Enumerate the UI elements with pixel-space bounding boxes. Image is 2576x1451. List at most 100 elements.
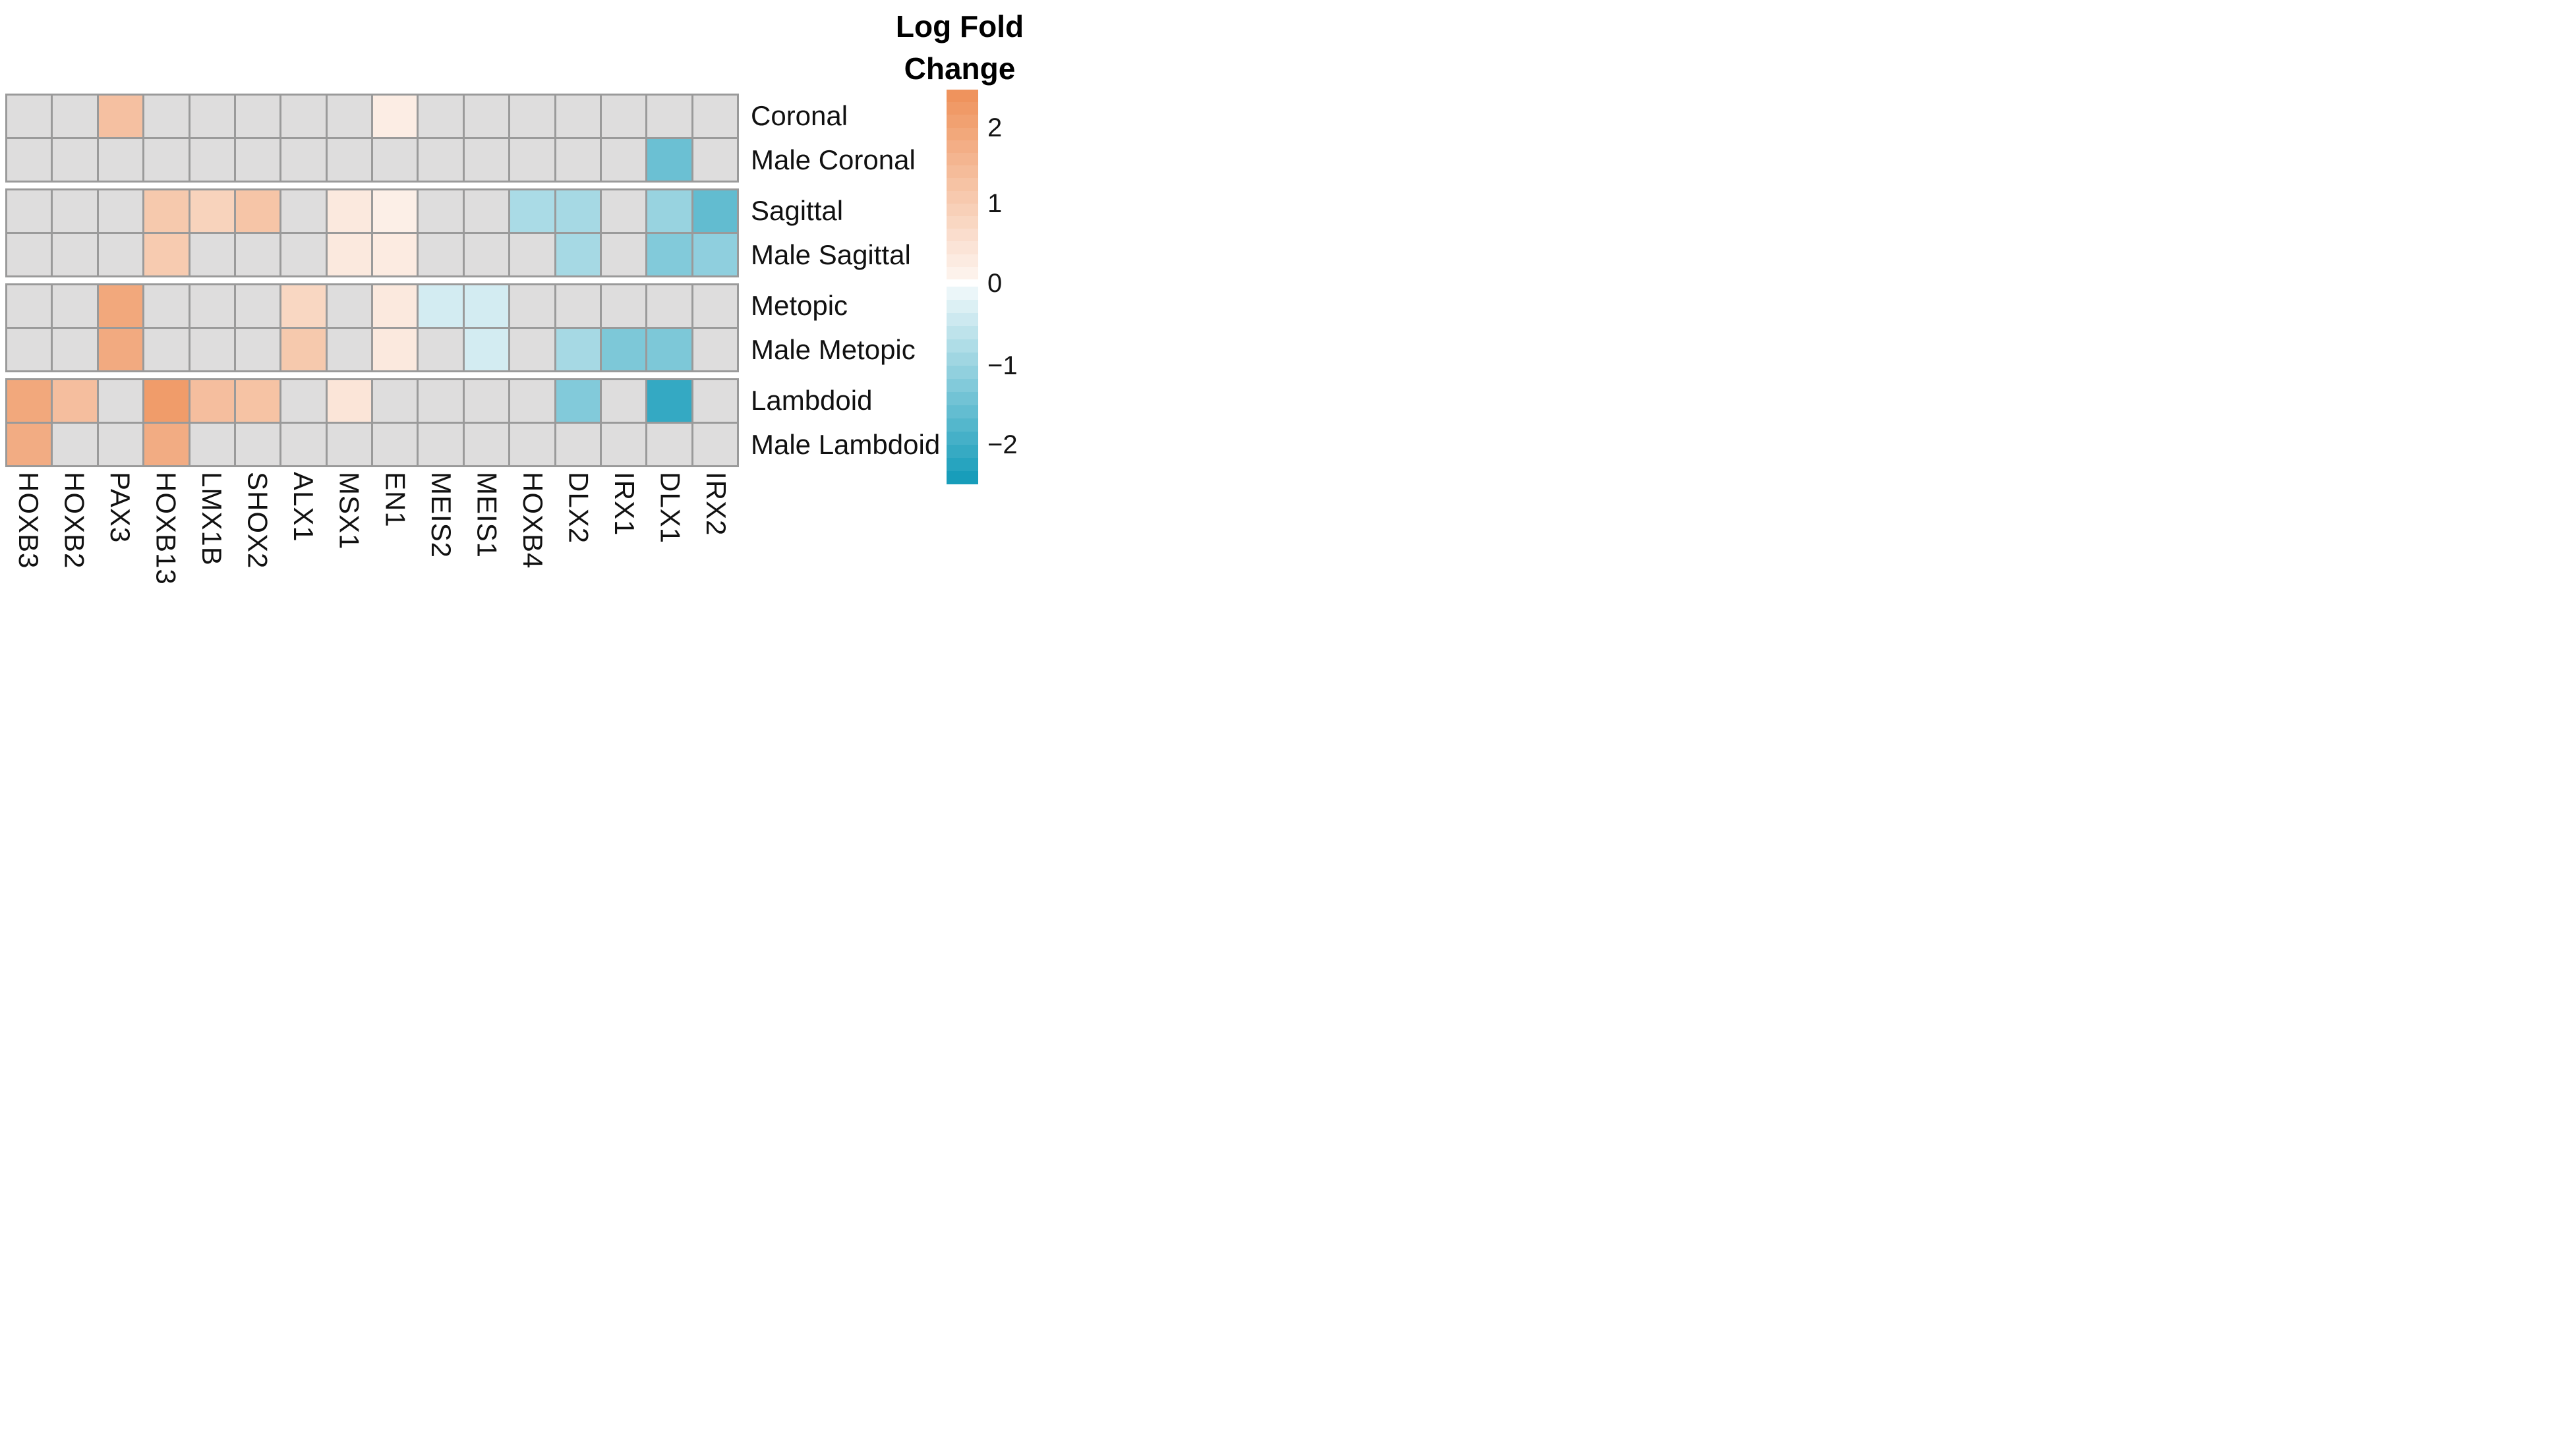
x-label: IRX2	[701, 472, 732, 536]
heatmap-cell	[235, 234, 280, 275]
heatmap-band-grid	[5, 188, 739, 277]
heatmap-cell	[235, 329, 280, 370]
heatmap-cell	[98, 329, 143, 370]
heatmap-cell	[647, 285, 691, 327]
heatmap-cell	[693, 380, 737, 422]
heatmap-cell	[464, 190, 509, 232]
heatmap-cell	[556, 285, 600, 327]
x-label-slot: DLX1	[647, 472, 693, 585]
heatmap-cell	[419, 380, 463, 422]
legend-step	[947, 432, 978, 445]
heatmap-cell	[693, 424, 737, 465]
heatmap-cell	[647, 424, 691, 465]
x-label: MEIS2	[425, 472, 457, 559]
heatmap-band: Sagittal Male Sagittal	[5, 188, 940, 277]
x-label: DLX1	[655, 472, 686, 544]
heatmap-cell	[373, 329, 417, 370]
heatmap-cell	[53, 329, 97, 370]
legend-step	[947, 458, 978, 471]
heatmap-cell	[464, 329, 509, 370]
x-label-slot: DLX2	[556, 472, 602, 585]
heatmap-cell	[98, 139, 143, 181]
heatmap-cell	[556, 190, 600, 232]
heatmap-cell	[281, 234, 326, 275]
heatmap-cell	[190, 96, 234, 137]
heatmap-cell	[556, 139, 600, 181]
legend-step	[947, 102, 978, 115]
row-label: Coronal	[751, 100, 848, 131]
heatmap-cell	[327, 234, 371, 275]
heatmap-cell	[601, 424, 646, 465]
heatmap-cell	[647, 139, 691, 181]
heatmap-cell	[419, 424, 463, 465]
legend-step	[947, 326, 978, 339]
x-label-slot: MEIS2	[418, 472, 464, 585]
heatmap-band: Metopic Male Metopic	[5, 283, 940, 372]
heatmap-cell	[556, 234, 600, 275]
legend-step	[947, 353, 978, 366]
row-label: Male Lambdoid	[751, 429, 941, 461]
heatmap-cell	[281, 380, 326, 422]
heatmap-cell	[693, 285, 737, 327]
legend-step	[947, 90, 978, 103]
heatmap-cell	[464, 380, 509, 422]
heatmap-cell	[53, 96, 97, 137]
row-label: Lambdoid	[751, 384, 873, 416]
legend-step	[947, 392, 978, 405]
legend-step	[947, 190, 978, 204]
heatmap-cell	[190, 329, 234, 370]
heatmap-band-grid	[5, 283, 739, 372]
row-label-group: Coronal Male Coronal	[739, 94, 916, 183]
row-label-group: Sagittal Male Sagittal	[739, 188, 911, 277]
legend-tick-label: 0	[987, 268, 1003, 298]
heatmap-cell	[373, 139, 417, 181]
heatmap-cell	[144, 285, 189, 327]
heatmap-cell	[144, 139, 189, 181]
row-label: Metopic	[751, 289, 848, 321]
heatmap-band-grid	[5, 378, 739, 467]
heatmap-cell	[419, 190, 463, 232]
heatmap-cell	[464, 424, 509, 465]
legend-step	[947, 127, 978, 140]
heatmap-cell	[510, 190, 554, 232]
heatmap-cell	[510, 380, 554, 422]
legend-title-line2: Change	[904, 51, 1016, 86]
x-label: HOXB13	[150, 472, 182, 585]
heatmap-cell	[601, 329, 646, 370]
heatmap-cell	[190, 285, 234, 327]
heatmap-cell	[144, 190, 189, 232]
heatmap-cell	[693, 96, 737, 137]
legend-step	[947, 254, 978, 267]
x-label: PAX3	[104, 472, 136, 544]
row-label: Sagittal	[751, 194, 844, 226]
heatmap-cell	[601, 234, 646, 275]
x-label: ALX1	[288, 472, 320, 542]
heatmap-cell	[693, 190, 737, 232]
heatmap-cell	[419, 96, 463, 137]
x-label-slot: EN1	[372, 472, 419, 585]
x-label: IRX1	[609, 472, 641, 536]
heatmap-band: Lambdoid Male Lambdoid	[5, 378, 940, 467]
x-label: MEIS1	[471, 472, 503, 559]
heatmap-cell	[556, 424, 600, 465]
heatmap-cell	[144, 424, 189, 465]
x-label: HOXB3	[13, 472, 44, 569]
heatmap-cell	[281, 190, 326, 232]
heatmap-cell	[327, 329, 371, 370]
legend-step	[947, 115, 978, 128]
heatmap-cell	[7, 234, 51, 275]
heatmap-band-grid	[5, 94, 739, 183]
x-label: HOXB4	[517, 472, 548, 569]
heatmap-cell	[281, 285, 326, 327]
legend-step	[947, 379, 978, 392]
heatmap-cell	[235, 380, 280, 422]
row-label: Male Sagittal	[751, 239, 911, 271]
heatmap-cell	[601, 380, 646, 422]
heatmap-cell	[373, 96, 417, 137]
heatmap-cell	[601, 190, 646, 232]
heatmap-cell	[510, 96, 554, 137]
x-label: SHOX2	[242, 472, 274, 569]
heatmap-cell	[647, 234, 691, 275]
heatmap-cell	[281, 96, 326, 137]
heatmap-cell	[235, 285, 280, 327]
